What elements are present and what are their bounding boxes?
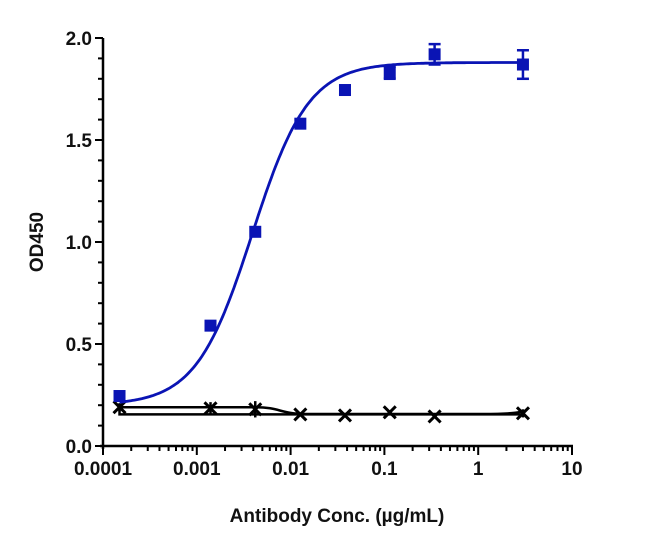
square-marker — [383, 66, 396, 79]
x-tick-label: 0.001 — [173, 459, 221, 480]
y-tick-label: 2.0 — [66, 29, 92, 50]
control-series — [112, 400, 531, 424]
y-axis-ticks: 0.0 0.5 1.0 1.5 2.0 — [66, 29, 103, 458]
y-axis-title: OD450 — [27, 212, 48, 272]
square-marker — [516, 58, 529, 71]
square-marker — [204, 319, 217, 332]
y-tick-label: 0.5 — [66, 335, 93, 356]
square-marker — [338, 84, 351, 97]
antibody-series — [113, 42, 529, 404]
y-tick-label: 0.0 — [66, 437, 92, 458]
x-tick-label: 10 — [561, 459, 582, 480]
x-marker — [248, 402, 263, 417]
y-tick-label: 1.5 — [66, 131, 93, 152]
x-marker — [427, 409, 442, 424]
x-marker — [112, 400, 127, 415]
x-marker — [382, 405, 397, 420]
plot-area — [112, 42, 531, 424]
x-marker — [337, 408, 353, 423]
x-axis-title: Antibody Conc. (µg/mL) — [230, 506, 445, 527]
square-marker — [113, 390, 126, 403]
x-marker — [203, 401, 218, 416]
x-marker — [293, 407, 308, 422]
square-marker — [294, 117, 307, 130]
x-tick-label: 0.0001 — [74, 459, 133, 480]
fit-curve — [119, 61, 523, 404]
square-marker — [249, 225, 262, 238]
square-marker — [428, 48, 441, 61]
x-tick-label: 0.1 — [371, 459, 398, 480]
y-tick-label: 1.0 — [66, 233, 92, 254]
x-tick-label: 0.01 — [272, 459, 309, 480]
x-axis-ticks: 0.0001 0.001 0.01 0.1 1 10 — [74, 446, 583, 480]
x-marker — [515, 406, 531, 421]
x-tick-label: 1 — [473, 459, 484, 480]
